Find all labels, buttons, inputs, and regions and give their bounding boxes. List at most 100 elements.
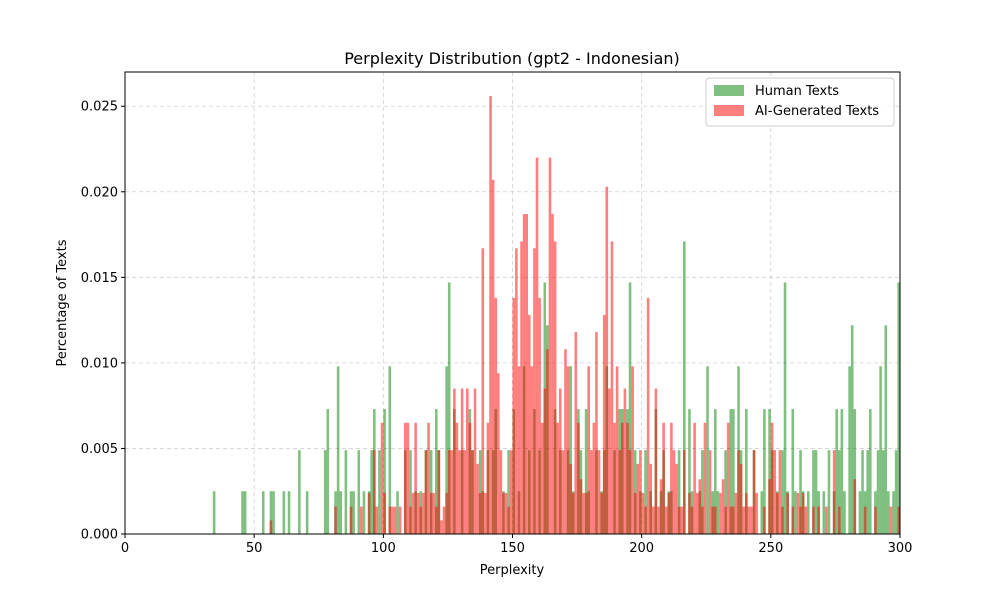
ai-generated-texts-bar <box>750 506 753 534</box>
human-texts-bar <box>745 409 748 534</box>
ai-generated-texts-bar <box>414 422 417 534</box>
ai-generated-texts-bar <box>747 506 751 534</box>
ai-generated-texts-bar <box>726 422 730 534</box>
ai-generated-texts-bar <box>424 450 428 534</box>
human-texts-bar <box>344 450 348 534</box>
ai-generated-texts-bar <box>435 506 438 534</box>
ai-generated-texts-bar <box>659 479 663 534</box>
human-texts-bar <box>683 241 686 534</box>
ai-generated-texts-bar <box>391 506 394 534</box>
legend: Human Texts AI-Generated Texts <box>705 77 895 127</box>
ai-generated-texts-bar <box>375 506 379 534</box>
human-texts-bar <box>781 450 784 534</box>
ai-generated-texts-bar <box>693 422 696 534</box>
ai-generated-texts-bar <box>615 366 619 534</box>
ai-generated-texts-bar <box>489 95 492 534</box>
ai-generated-texts-bar <box>515 248 518 534</box>
ai-generated-texts-bar <box>476 463 479 534</box>
ai-generated-texts-bar <box>520 241 523 534</box>
ai-generated-texts-bar <box>432 492 435 534</box>
ai-generated-texts-bar <box>517 366 521 534</box>
legend-swatch-human-texts <box>714 85 744 96</box>
human-texts-bar <box>388 366 392 534</box>
ai-generated-texts-bar <box>388 506 392 534</box>
ai-generated-texts-bar <box>600 492 603 534</box>
ai-generated-texts-bar <box>409 506 412 534</box>
ai-generated-texts-bar <box>406 422 410 534</box>
human-texts-bar <box>853 409 857 534</box>
ai-generated-texts-bar <box>853 479 857 534</box>
ai-generated-texts-bar <box>380 422 384 534</box>
human-texts-bar <box>840 409 844 534</box>
ai-generated-texts-bar <box>269 520 273 534</box>
ai-generated-texts-bar <box>605 186 609 534</box>
human-texts-bar <box>378 450 381 534</box>
ai-generated-texts-bar <box>610 241 614 534</box>
human-texts-bar <box>714 409 717 534</box>
ai-generated-texts-bar <box>755 492 758 534</box>
ai-generated-texts-bar <box>613 422 616 534</box>
ai-generated-texts-bar <box>466 388 469 534</box>
human-texts-bar <box>478 450 482 534</box>
human-texts-bar <box>799 450 802 534</box>
ai-generated-texts-bar <box>429 492 433 534</box>
ai-generated-texts-bar <box>889 506 893 534</box>
ai-generated-texts-bar <box>773 450 776 534</box>
ai-generated-texts-bar <box>499 450 503 534</box>
x-tick-label: 0 <box>121 541 129 556</box>
ai-generated-texts-bar <box>484 492 487 534</box>
ai-generated-texts-bar <box>675 463 678 534</box>
ai-generated-texts-bar <box>672 450 676 534</box>
ai-generated-texts-bar <box>664 506 668 534</box>
ai-generated-texts-bar <box>639 450 642 534</box>
ai-generated-texts-bar <box>411 492 415 534</box>
x-tick-label: 200 <box>629 541 654 556</box>
ai-generated-texts-bar <box>584 492 588 534</box>
human-texts-bar <box>362 491 366 534</box>
ai-generated-texts-bar <box>419 506 423 534</box>
human-texts-bar <box>794 491 797 534</box>
ai-generated-texts-bar <box>416 492 420 534</box>
human-texts-bar <box>287 491 291 534</box>
ai-generated-texts-bar <box>698 479 702 534</box>
human-texts-bar <box>447 282 451 534</box>
ai-generated-texts-bar <box>631 366 634 534</box>
ai-generated-texts-bar <box>714 506 717 534</box>
ai-generated-texts-bar <box>592 422 596 534</box>
human-texts-bar <box>644 450 647 534</box>
human-texts-bar <box>298 450 301 534</box>
ai-generated-texts-bar <box>633 492 637 534</box>
human-texts-bar <box>716 491 720 534</box>
ai-generated-texts-bar <box>522 214 526 534</box>
ai-generated-texts-bar <box>543 388 547 534</box>
ai-generated-texts-bar <box>776 492 779 534</box>
ai-generated-texts-bar <box>683 450 686 534</box>
legend-label-human-texts: Human Texts <box>755 84 839 99</box>
x-tick-label: 50 <box>246 541 263 556</box>
human-texts-bar <box>352 491 355 534</box>
ai-generated-texts-bar <box>559 388 562 534</box>
ai-generated-texts-bar <box>334 506 337 534</box>
human-texts-bar <box>838 450 841 534</box>
y-tick-label: 0.010 <box>81 356 118 371</box>
ai-generated-texts-bar <box>597 450 601 534</box>
ai-generated-texts-bar <box>752 450 756 534</box>
ai-generated-texts-bar <box>556 422 559 534</box>
ai-generated-texts-bar <box>708 450 712 534</box>
ai-generated-texts-bar <box>734 492 738 534</box>
ai-generated-texts-bar <box>398 506 402 534</box>
human-texts-bar <box>814 450 818 534</box>
ai-generated-texts-bar <box>801 492 805 534</box>
ai-generated-texts-bar <box>742 506 745 534</box>
ai-generated-texts-bar <box>502 492 505 534</box>
chart-title: Perplexity Distribution (gpt2 - Indonesi… <box>344 49 680 68</box>
ai-generated-texts-bar <box>667 492 671 534</box>
human-texts-bar <box>282 491 286 534</box>
human-texts-bar <box>357 450 361 534</box>
ai-generated-texts-bar <box>512 297 516 534</box>
ai-generated-texts-bar <box>587 366 590 534</box>
human-texts-bar <box>323 450 327 534</box>
ai-generated-texts-bar <box>670 422 673 534</box>
ai-generated-texts-bar <box>481 248 485 534</box>
legend-frame <box>705 77 895 127</box>
